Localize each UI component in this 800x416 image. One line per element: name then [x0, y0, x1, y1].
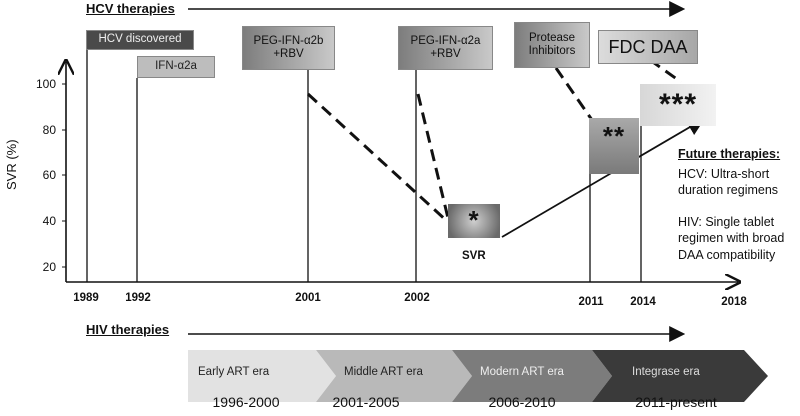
peg-ifn-a2a-rbv-label: +RBV: [430, 48, 461, 60]
y-tick-20: 20: [42, 260, 56, 274]
era-modern-art-label: Modern ART era: [480, 366, 564, 378]
y-axis-title: SVR (%): [4, 139, 19, 190]
peg-ifn-a2a-label: PEG-IFN-α2a: [410, 34, 481, 47]
future-hcv-text: HCV: Ultra-short duration regimens: [678, 167, 779, 198]
year-1992: 1992: [125, 292, 151, 304]
era-middle-art-label: Middle ART era: [344, 366, 423, 378]
era-middle-art-range: 2001-2005: [332, 394, 400, 410]
hcv-discovered-box: HCV discovered: [86, 30, 194, 50]
protease-label: Protease: [528, 31, 576, 44]
y-tick-60: 60: [42, 168, 56, 182]
peg-ifn-a2b-label: PEG-IFN-α2b: [253, 34, 324, 47]
y-tick-80: 80: [42, 123, 56, 137]
year-1989: 1989: [73, 292, 99, 304]
year-2018: 2018: [721, 296, 747, 308]
future-therapies-heading: Future therapies:: [678, 147, 781, 161]
year-2014: 2014: [630, 296, 656, 308]
era-early-art-range: 1996-2000: [212, 394, 280, 410]
hcv-therapies-title: HCV therapies: [86, 1, 175, 16]
hiv-era-chevrons: [188, 350, 768, 402]
fdc-daa-box: FDC DAA: [598, 30, 698, 64]
year-2002: 2002: [404, 292, 430, 304]
peg-ifn-a2a-rbv-box: PEG-IFN-α2a +RBV: [398, 26, 493, 70]
era-integrase-range: 2011-present: [635, 394, 717, 410]
three-star-marker: ***: [640, 84, 716, 126]
protease-inhibitors-box: Protease Inhibitors: [514, 22, 590, 68]
era-integrase-label: Integrase era: [632, 366, 700, 378]
svr-progress-arrow: [501, 118, 706, 238]
peg-ifn-a2b-rbv-box: PEG-IFN-α2b +RBV: [242, 26, 335, 70]
hiv-therapies-title: HIV therapies: [86, 322, 170, 337]
era-early-art-label: Early ART era: [198, 366, 270, 378]
era-modern-art-range: 2006-2010: [488, 394, 556, 410]
ifn-a2a-box: IFN-α2a: [137, 56, 215, 78]
year-2011: 2011: [578, 296, 604, 308]
y-tick-100: 100: [35, 77, 56, 91]
year-2001: 2001: [295, 292, 321, 304]
one-star-marker: *: [448, 204, 500, 238]
svr-label: SVR: [462, 250, 486, 262]
inhibitors-label: Inhibitors: [528, 45, 576, 57]
y-tick-40: 40: [42, 214, 56, 228]
two-star-marker: **: [589, 118, 639, 174]
peg-ifn-a2b-rbv-label: +RBV: [273, 48, 304, 60]
future-hiv-text: HIV: Single tablet regimen with broad DA…: [678, 215, 785, 262]
